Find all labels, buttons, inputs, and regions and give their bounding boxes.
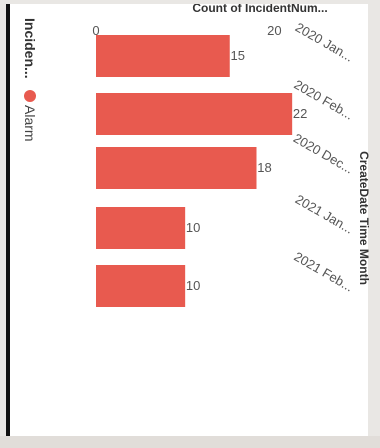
- data-label: 10: [186, 220, 200, 235]
- bar[interactable]: [96, 35, 230, 77]
- data-label: 15: [231, 48, 245, 63]
- bars: [95, 35, 293, 307]
- chart-card: Inciden... Alarm Count of IncidentNum...…: [6, 4, 371, 436]
- y-axis-title: Count of IncidentNum...: [192, 4, 327, 15]
- bar[interactable]: [95, 93, 293, 135]
- y-axis-ticks: 0 20: [92, 23, 281, 38]
- legend-marker-alarm: [24, 90, 36, 102]
- legend-title: Inciden...: [22, 18, 38, 79]
- data-labels: 15 22 18 10 10: [186, 48, 307, 293]
- y-tick-label: 0: [92, 23, 99, 38]
- bottom-strip: [0, 436, 380, 448]
- data-label: 10: [186, 278, 200, 293]
- data-label: 18: [257, 160, 271, 175]
- category-label: 2021 Jan...: [293, 191, 356, 236]
- legend-label: Alarm: [22, 105, 38, 142]
- category-label: 2020 Dec...: [291, 130, 356, 176]
- category-labels: 2020 Jan...2020 Feb...2020 Dec...2021 Ja…: [291, 19, 356, 294]
- data-label: 22: [293, 106, 307, 121]
- bar-chart: Inciden... Alarm Count of IncidentNum...…: [22, 4, 371, 307]
- bar[interactable]: [96, 265, 186, 307]
- y-tick-label: 20: [267, 23, 281, 38]
- bar[interactable]: [96, 147, 257, 189]
- category-label: 2020 Jan...: [293, 19, 356, 64]
- category-label: 2021 Feb...: [292, 249, 356, 295]
- x-axis-title: CreateDate Time Month: [357, 151, 371, 285]
- bar[interactable]: [96, 207, 186, 249]
